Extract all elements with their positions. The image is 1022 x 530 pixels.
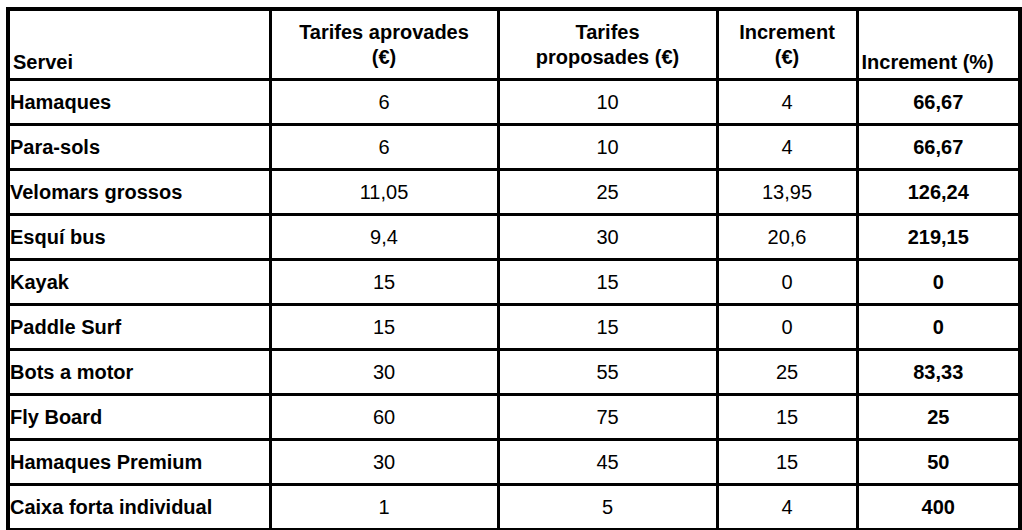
increment-eur-cell: 4: [717, 80, 857, 125]
tarifa-aprovada-cell: 1: [270, 485, 498, 530]
increment-pct-cell: 0: [857, 260, 1020, 305]
servei-cell: Bots a motor: [8, 350, 270, 395]
increment-pct-cell: 83,33: [857, 350, 1020, 395]
header-tarifes-aprovades-label: Tarifes aprovades: [272, 20, 497, 45]
increment-pct-cell: 0: [857, 305, 1020, 350]
tarifa-aprovada-cell: 15: [270, 305, 498, 350]
increment-pct-cell: 400: [857, 485, 1020, 530]
tarifa-proposada-cell: 15: [498, 260, 717, 305]
header-servei-label: Servei: [13, 50, 269, 75]
servei-cell: Fly Board: [8, 395, 270, 440]
header-servei: Servei: [8, 9, 270, 80]
tarifa-proposada-cell: 10: [498, 125, 717, 170]
table-row: Hamaques 6 10 4 66,67: [8, 80, 1020, 125]
increment-eur-cell: 25: [717, 350, 857, 395]
tarifa-proposada-cell: 15: [498, 305, 717, 350]
table-row: Kayak 15 15 0 0: [8, 260, 1020, 305]
increment-pct-cell: 219,15: [857, 215, 1020, 260]
tariff-table: Servei Tarifes aprovades (€) Tarifes pro…: [6, 7, 1022, 530]
tariff-table-page: Servei Tarifes aprovades (€) Tarifes pro…: [0, 0, 1022, 530]
tarifa-aprovada-cell: 6: [270, 80, 498, 125]
header-row: Servei Tarifes aprovades (€) Tarifes pro…: [8, 9, 1020, 80]
tarifa-proposada-cell: 10: [498, 80, 717, 125]
tarifa-aprovada-cell: 6: [270, 125, 498, 170]
tarifa-aprovada-cell: 60: [270, 395, 498, 440]
increment-eur-cell: 20,6: [717, 215, 857, 260]
table-row: Esquí bus 9,4 30 20,6 219,15: [8, 215, 1020, 260]
tarifa-proposada-cell: 45: [498, 440, 717, 485]
tarifa-aprovada-cell: 15: [270, 260, 498, 305]
table-header: Servei Tarifes aprovades (€) Tarifes pro…: [8, 9, 1020, 80]
increment-eur-cell: 15: [717, 395, 857, 440]
increment-pct-cell: 50: [857, 440, 1020, 485]
increment-eur-cell: 13,95: [717, 170, 857, 215]
header-increment-pct: Increment (%): [857, 9, 1020, 80]
servei-cell: Kayak: [8, 260, 270, 305]
table-row: Bots a motor 30 55 25 83,33: [8, 350, 1020, 395]
increment-pct-cell: 25: [857, 395, 1020, 440]
table-row: Caixa forta individual 1 5 4 400: [8, 485, 1020, 530]
table-body: Hamaques 6 10 4 66,67 Para-sols 6 10 4 6…: [8, 80, 1020, 530]
table-row: Fly Board 60 75 15 25: [8, 395, 1020, 440]
increment-pct-cell: 66,67: [857, 125, 1020, 170]
header-tarifes-proposades: Tarifes proposades (€): [498, 9, 717, 80]
tarifa-aprovada-cell: 30: [270, 440, 498, 485]
servei-cell: Hamaques: [8, 80, 270, 125]
tarifa-proposada-cell: 25: [498, 170, 717, 215]
tarifa-proposada-cell: 75: [498, 395, 717, 440]
table-row: Paddle Surf 15 15 0 0: [8, 305, 1020, 350]
increment-pct-cell: 126,24: [857, 170, 1020, 215]
header-tarifes-aprovades: Tarifes aprovades (€): [270, 9, 498, 80]
servei-cell: Para-sols: [8, 125, 270, 170]
tarifa-aprovada-cell: 30: [270, 350, 498, 395]
tarifa-proposada-cell: 30: [498, 215, 717, 260]
servei-cell: Hamaques Premium: [8, 440, 270, 485]
tarifa-aprovada-cell: 9,4: [270, 215, 498, 260]
header-increment-pct-label: Increment (%): [862, 50, 1019, 75]
increment-eur-cell: 0: [717, 305, 857, 350]
header-tarifes-proposades-label: Tarifes: [500, 20, 716, 45]
tarifa-proposada-cell: 5: [498, 485, 717, 530]
increment-eur-cell: 15: [717, 440, 857, 485]
increment-eur-cell: 0: [717, 260, 857, 305]
increment-eur-cell: 4: [717, 125, 857, 170]
header-increment-eur-label: Increment: [719, 20, 856, 45]
increment-eur-cell: 4: [717, 485, 857, 530]
table-row: Velomars grossos 11,05 25 13,95 126,24: [8, 170, 1020, 215]
header-increment-eur: Increment (€): [717, 9, 857, 80]
servei-cell: Paddle Surf: [8, 305, 270, 350]
servei-cell: Esquí bus: [8, 215, 270, 260]
tarifa-proposada-cell: 55: [498, 350, 717, 395]
increment-pct-cell: 66,67: [857, 80, 1020, 125]
servei-cell: Caixa forta individual: [8, 485, 270, 530]
table-row: Para-sols 6 10 4 66,67: [8, 125, 1020, 170]
servei-cell: Velomars grossos: [8, 170, 270, 215]
table-row: Hamaques Premium 30 45 15 50: [8, 440, 1020, 485]
tarifa-aprovada-cell: 11,05: [270, 170, 498, 215]
